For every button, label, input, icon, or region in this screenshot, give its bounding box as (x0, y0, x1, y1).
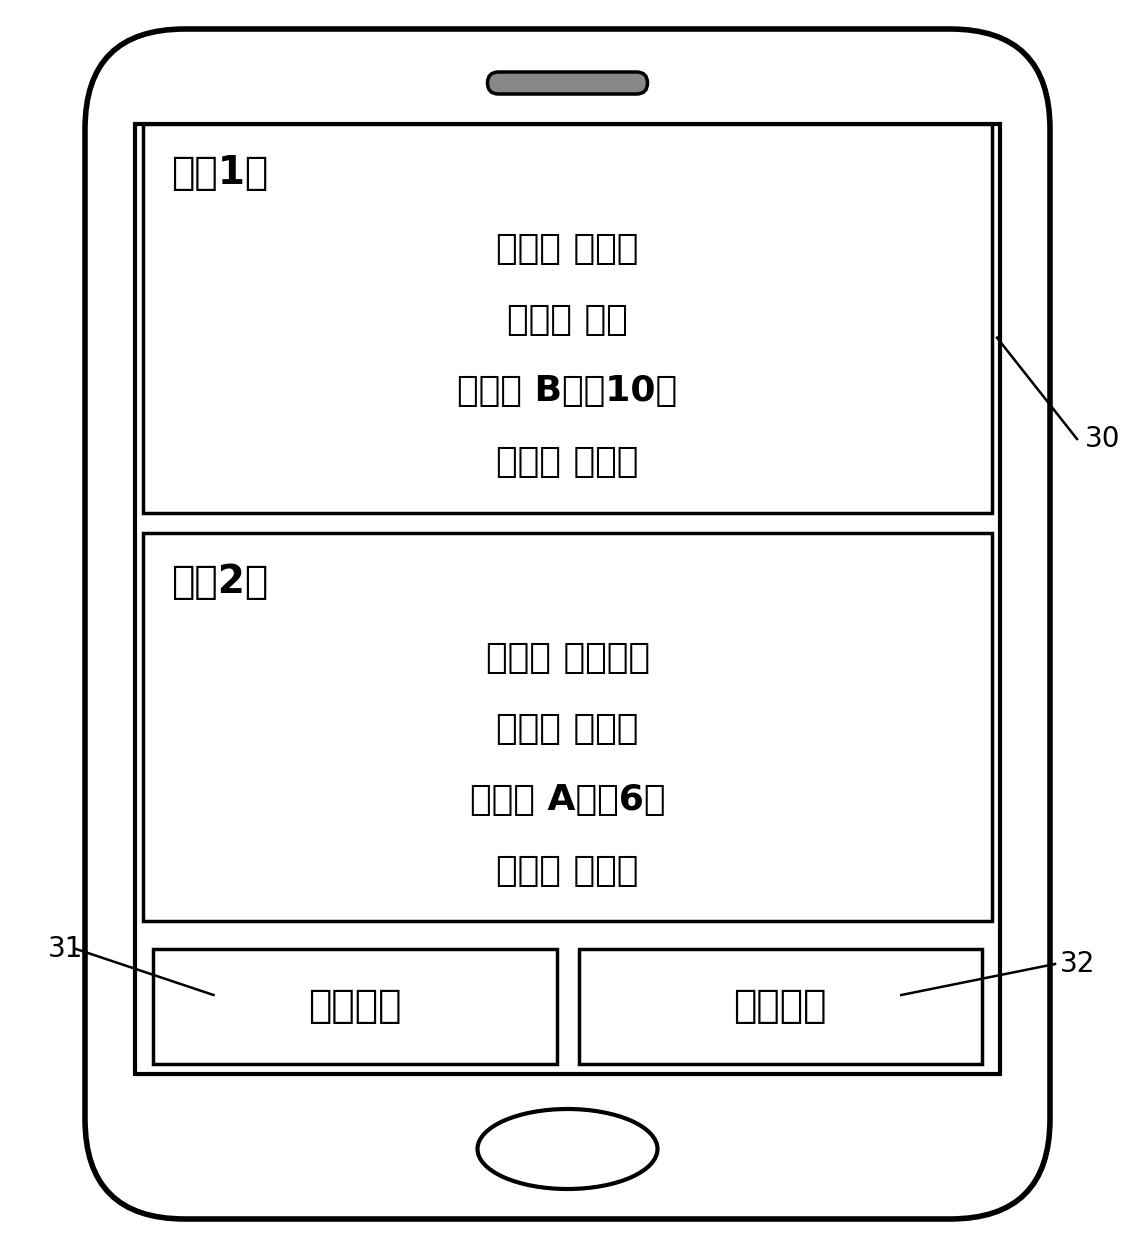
Text: 商家： 马兰拉面: 商家： 马兰拉面 (485, 641, 650, 675)
FancyBboxPatch shape (143, 533, 992, 922)
Text: 商家： 真功夫: 商家： 真功夫 (496, 233, 638, 267)
Text: 客户： 王先生: 客户： 王先生 (496, 446, 638, 480)
Text: 菜品： 咋喱饥: 菜品： 咋喱饥 (496, 711, 638, 745)
Text: 全部读取: 全部读取 (308, 987, 402, 1026)
FancyBboxPatch shape (143, 123, 992, 512)
Text: 客户： 李女士: 客户： 李女士 (496, 854, 638, 888)
Text: 重新检索: 重新检索 (733, 987, 827, 1026)
Text: 30: 30 (1085, 426, 1120, 453)
Text: 地址： B大厢10层: 地址： B大厢10层 (458, 374, 678, 408)
FancyBboxPatch shape (579, 949, 982, 1064)
Text: 地址： A大厢6层: 地址： A大厢6层 (469, 783, 666, 817)
Ellipse shape (477, 1109, 658, 1188)
Text: 订啔2：: 订啔2： (171, 563, 268, 601)
Text: 32: 32 (1060, 951, 1095, 978)
Text: 菜品： 汤饥: 菜品： 汤饥 (508, 303, 628, 337)
FancyBboxPatch shape (135, 123, 1001, 1074)
Text: 31: 31 (49, 935, 83, 963)
FancyBboxPatch shape (85, 29, 1050, 1219)
FancyBboxPatch shape (153, 949, 556, 1064)
FancyBboxPatch shape (487, 72, 647, 94)
Text: 订啔1：: 订啔1： (171, 154, 268, 193)
